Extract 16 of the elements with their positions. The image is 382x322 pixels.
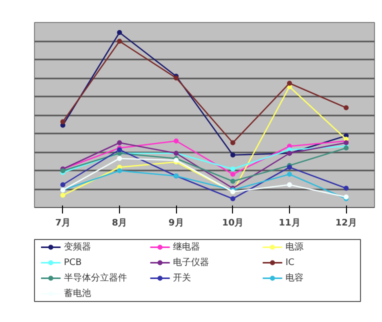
legend-label: 电子仪器: [173, 256, 210, 268]
legend-label: 继电器: [173, 241, 200, 252]
legend-label: 蓄电池: [64, 288, 91, 299]
legend-label: 半导体分立器件: [64, 272, 127, 284]
x-tick-label: 7月: [55, 218, 70, 228]
legend-label: 电源: [286, 241, 304, 252]
legend-label: 变频器: [64, 241, 91, 252]
x-tick-label: 8月: [112, 218, 128, 228]
x-tick-label: 12月: [335, 218, 357, 228]
x-tick-label: 9月: [168, 218, 184, 228]
x-tick-label: 11月: [278, 218, 300, 228]
legend-label: PCB: [64, 258, 82, 268]
x-tick-label: 10月: [222, 218, 244, 228]
legend-label: 电容: [286, 272, 304, 284]
legend-label: 开关: [173, 272, 192, 284]
legend-label: IC: [286, 258, 294, 268]
